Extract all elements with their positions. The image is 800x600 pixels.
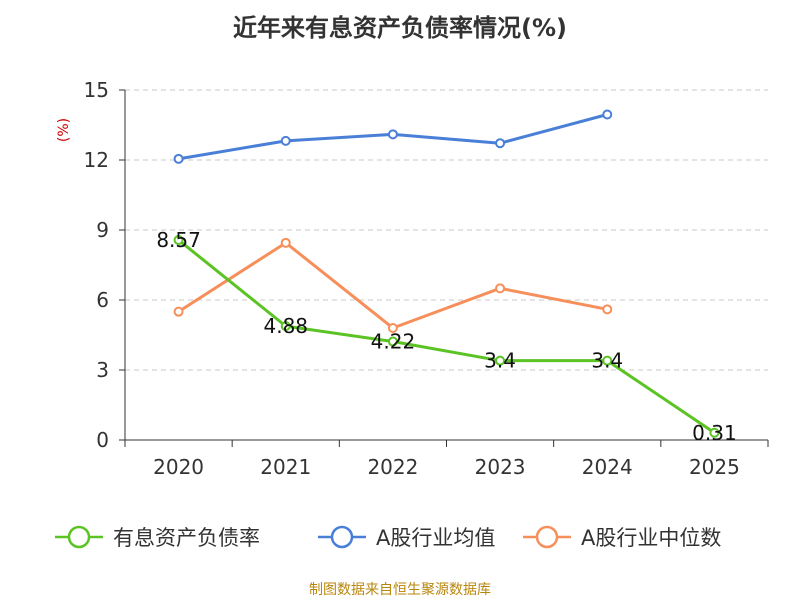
axes: 0 3 6 9 12 15 2020 2021 2022 2023 2024 2025 (%) bbox=[56, 78, 769, 479]
y-axis-unit-label: (%) bbox=[56, 118, 72, 142]
series-point-0 bbox=[495, 355, 506, 366]
x-tick-label: 2024 bbox=[582, 455, 633, 479]
y-tick-label: 9 bbox=[96, 218, 109, 242]
x-tick-label: 2021 bbox=[260, 455, 311, 479]
series-point-2 bbox=[602, 304, 613, 315]
legend-item-2: A股行业中位数 bbox=[523, 525, 721, 550]
series-point-0 bbox=[173, 235, 184, 246]
series-point-0 bbox=[280, 321, 291, 332]
series-point-2 bbox=[495, 283, 506, 294]
series-point-1 bbox=[173, 153, 184, 164]
y-tick-label: 3 bbox=[96, 358, 109, 382]
data-labels: 8.57 4.88 4.22 3.4 3.4 0.31 bbox=[156, 228, 736, 445]
legend-marker bbox=[535, 525, 559, 549]
x-tick-label: 2020 bbox=[153, 455, 204, 479]
data-label: 0.31 bbox=[692, 421, 737, 445]
data-label: 8.57 bbox=[156, 228, 201, 252]
series-point-1 bbox=[602, 109, 613, 120]
series-point-2 bbox=[387, 323, 398, 333]
series-point-0 bbox=[387, 336, 398, 347]
series-point-0 bbox=[709, 427, 720, 438]
data-label: 3.4 bbox=[591, 349, 623, 373]
series-point-1 bbox=[387, 129, 398, 140]
y-tick-label: 15 bbox=[84, 78, 109, 102]
series-point-1 bbox=[495, 138, 506, 149]
y-tick-label: 0 bbox=[96, 428, 109, 452]
series-line-2 bbox=[177, 241, 608, 330]
legend-marker bbox=[67, 525, 91, 549]
x-tick-label: 2022 bbox=[367, 455, 418, 479]
series-line-0 bbox=[177, 238, 716, 435]
series-point-2 bbox=[173, 306, 184, 317]
chart-title: 近年来有息资产负债率情况(%) bbox=[233, 14, 567, 42]
y-tick-label: 6 bbox=[96, 288, 109, 312]
legend-label: A股行业中位数 bbox=[581, 526, 721, 550]
legend: 有息资产负债率 A股行业均值 A股行业中位数 bbox=[55, 525, 721, 550]
source-note: 制图数据来自恒生聚源数据库 bbox=[309, 582, 491, 598]
legend-item-1: A股行业均值 bbox=[318, 525, 495, 550]
grid-lines bbox=[125, 89, 768, 371]
series-point-0 bbox=[602, 355, 613, 366]
legend-item-0: 有息资产负债率 bbox=[55, 525, 260, 550]
data-label: 4.22 bbox=[371, 330, 416, 354]
x-tick-label: 2023 bbox=[475, 455, 526, 479]
data-label: 4.88 bbox=[263, 314, 308, 338]
legend-label: A股行业均值 bbox=[376, 526, 495, 550]
series-point-1 bbox=[280, 135, 291, 146]
series-layer bbox=[173, 109, 720, 438]
y-tick-label: 12 bbox=[84, 148, 109, 172]
series-point-2 bbox=[280, 237, 291, 248]
legend-label: 有息资产负债率 bbox=[113, 526, 260, 550]
legend-marker bbox=[330, 525, 354, 549]
data-label: 3.4 bbox=[484, 349, 516, 373]
x-tick-label: 2025 bbox=[689, 455, 740, 479]
